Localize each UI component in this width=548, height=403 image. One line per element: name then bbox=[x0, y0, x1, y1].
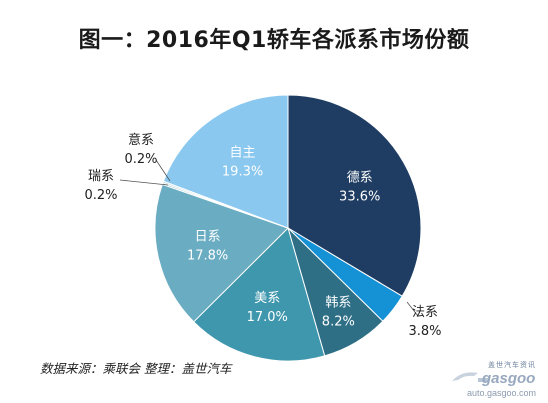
data-source-note: 数据来源：乘联会 整理：盖世汽车 bbox=[40, 361, 232, 376]
leader-lines bbox=[119, 159, 419, 317]
slice-label-7: 意系 bbox=[128, 132, 154, 148]
pie-slice-1 bbox=[287, 94, 422, 297]
gasgoo-logo-icon: gasgoo bbox=[452, 370, 535, 387]
slice-value-label-4: 17.0% bbox=[247, 310, 288, 325]
slice-value-label-8: 19.3% bbox=[222, 164, 263, 179]
slice-label-3: 韩系 bbox=[325, 296, 351, 311]
slice-label-4: 美系 bbox=[254, 291, 280, 306]
slice-label-5: 日系 bbox=[195, 229, 221, 244]
slice-value-label-1: 33.6% bbox=[339, 189, 380, 204]
chart-title: 图一：2016年Q1轿车各派系市场份额 bbox=[78, 28, 470, 53]
slice-label-1: 德系 bbox=[347, 170, 373, 185]
slice-label-2: 法系 bbox=[412, 305, 438, 320]
pie-slice-8 bbox=[162, 94, 289, 229]
watermark-url: auto.gasgoo.com bbox=[466, 388, 536, 398]
slice-value-label-3: 8.2% bbox=[322, 315, 355, 330]
slice-value-label-6: 0.2% bbox=[84, 188, 117, 203]
pie-slice-5 bbox=[154, 183, 289, 323]
slice-value-label-2: 3.8% bbox=[408, 324, 441, 339]
slice-label-8: 自主 bbox=[230, 145, 256, 160]
gasgoo-watermark: 盖世汽车资讯 gasgoo auto.gasgoo.com bbox=[448, 360, 544, 400]
watermark-logo-text: gasgoo bbox=[481, 370, 535, 387]
watermark-cn-text: 盖世汽车资讯 bbox=[488, 361, 536, 369]
pie-slices bbox=[154, 94, 422, 362]
pie-slice-4 bbox=[193, 227, 326, 362]
leader-line-2 bbox=[406, 301, 419, 317]
slice-value-label-5: 17.8% bbox=[187, 248, 228, 263]
leader-line-7 bbox=[155, 159, 171, 182]
slice-label-6: 瑞系 bbox=[88, 169, 114, 184]
slice-labels: 德系 33.6% 法系 3.8% 韩系 8.2% 美系 17.0% 日系 17.8% 瑞系 0.2% 意… bbox=[84, 132, 441, 339]
leader-line-6 bbox=[119, 179, 169, 186]
slice-value-label-7: 0.2% bbox=[124, 152, 157, 167]
